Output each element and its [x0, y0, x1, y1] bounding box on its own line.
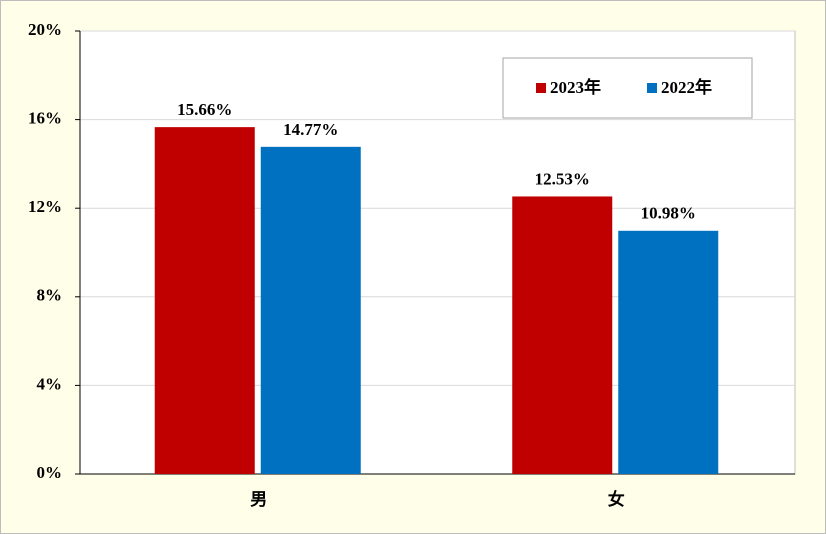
- legend-label: 2023年: [550, 77, 601, 97]
- y-tick-label: 20%: [28, 20, 62, 39]
- legend-swatch: [647, 83, 657, 93]
- marks: [154, 127, 719, 475]
- bar: [512, 196, 613, 474]
- legend-swatch: [536, 83, 546, 93]
- value-label: 15.66%: [177, 100, 232, 119]
- bar: [154, 127, 255, 475]
- value-label: 12.53%: [535, 169, 590, 188]
- x-tick-label: 男: [250, 490, 267, 509]
- legend-label: 2022年: [661, 77, 712, 97]
- bar: [260, 146, 361, 475]
- value-label: 14.77%: [283, 120, 338, 139]
- y-tick-label: 12%: [28, 197, 62, 216]
- bar: [618, 230, 719, 474]
- y-tick-label: 4%: [37, 374, 63, 393]
- y-tick-label: 16%: [28, 109, 62, 128]
- x-tick-label: 女: [608, 489, 625, 509]
- legend-box: [502, 57, 753, 119]
- y-tick-label: 0%: [37, 463, 63, 482]
- value-label: 10.98%: [641, 204, 696, 223]
- y-tick-label: 8%: [37, 286, 63, 305]
